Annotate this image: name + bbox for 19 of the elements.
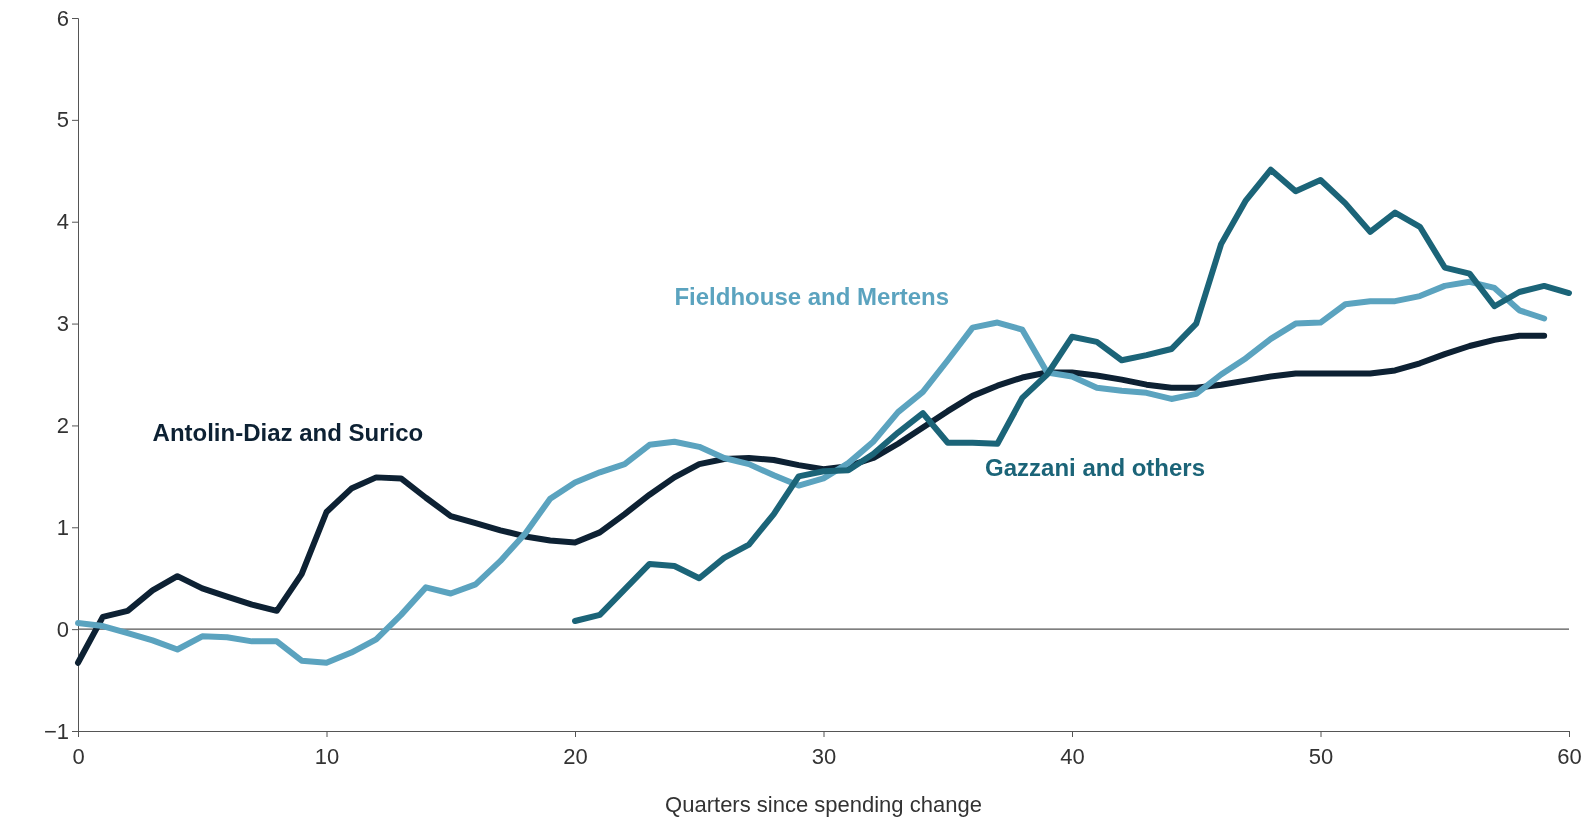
y-tick-label: 3 bbox=[56, 311, 69, 337]
y-tick-label: 2 bbox=[56, 412, 69, 438]
x-tick-label: 10 bbox=[314, 744, 340, 770]
x-axis-title: Quarters since spending change bbox=[665, 792, 982, 817]
series-label: Gazzani and others bbox=[985, 454, 1206, 482]
y-tick-label: 4 bbox=[56, 209, 69, 235]
y-tick-label: 5 bbox=[56, 107, 69, 133]
series-label: Fieldhouse and Mertens bbox=[674, 283, 950, 311]
series-label: Antolin-Diaz and Surico bbox=[152, 418, 424, 446]
x-tick-label: 50 bbox=[1308, 744, 1334, 770]
y-tick-label: 0 bbox=[56, 616, 69, 642]
y-tick-label: 6 bbox=[56, 5, 69, 31]
x-tick-label: 30 bbox=[811, 744, 837, 770]
x-tick-label: 0 bbox=[72, 744, 85, 770]
x-tick-label: 40 bbox=[1060, 744, 1085, 770]
y-tick-label: 1 bbox=[56, 514, 69, 540]
x-tick-label: 20 bbox=[563, 744, 588, 770]
y-tick-label: −1 bbox=[43, 718, 69, 744]
x-tick-label: 60 bbox=[1557, 744, 1582, 770]
